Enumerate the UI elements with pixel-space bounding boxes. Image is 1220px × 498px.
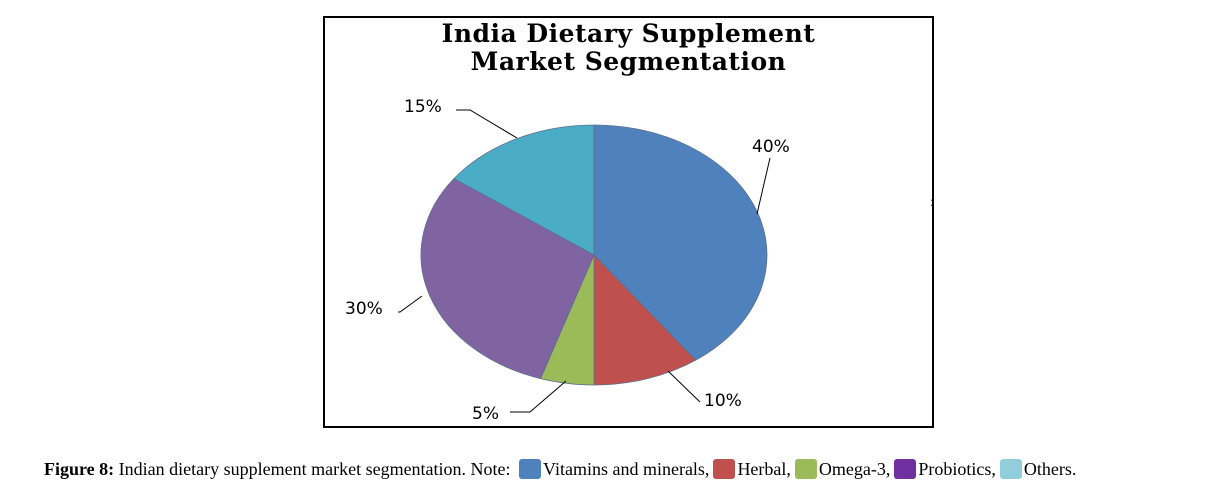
leader-line-5 [456,109,518,139]
data-label-omega-3: 5% [472,404,499,424]
data-label-herbal: 10% [704,391,742,411]
legend-item: Omega-3, [791,456,890,482]
legend-label: Others. [1023,459,1077,479]
legend-label: Omega-3, [818,459,891,479]
leader-line-2 [667,370,701,403]
leader-line-3 [510,380,567,413]
chart-title-line-1: India Dietary Supplement [441,19,816,48]
legend-label: Herbal, [737,459,791,479]
legend-swatch [894,459,917,479]
legend-swatch [999,459,1022,479]
legend-item: Vitamins and minerals, [515,456,709,482]
data-label-others: 15% [404,97,442,117]
pie-slice-others [453,124,595,256]
legend-item: Others. [996,456,1077,482]
data-label-vitamins-and-minerals: 40% [752,137,790,157]
caption-text: Indian dietary supplement market segment… [114,459,516,479]
figure-label: Figure 8: [44,459,115,479]
figure-caption: Figure 8: Indian dietary supplement mark… [44,456,1194,482]
legend-label: Vitamins and minerals, [543,459,710,479]
legend-item: Herbal, [709,456,791,482]
legend-swatch [713,459,736,479]
legend-swatch [519,459,542,479]
edge-mark: : [930,195,935,209]
data-label-probiotics: 30% [345,299,383,319]
legend-swatch [794,459,817,479]
leader-line-1 [756,157,771,215]
pie-slice-probiotics [420,178,595,380]
pie-slice-vitamins-and-minerals [593,124,768,361]
chart-title-line-2: Market Segmentation [470,47,787,76]
pie-slice-herbal [593,254,697,386]
legend-item: Probiotics, [890,456,996,482]
chart-title: India Dietary Supplement Market Segmenta… [323,20,934,76]
caption-legend: Vitamins and minerals, Herbal, Omega-3, Pro… [515,459,1076,479]
legend-label: Probiotics, [918,459,996,479]
leader-line-4 [398,295,423,313]
